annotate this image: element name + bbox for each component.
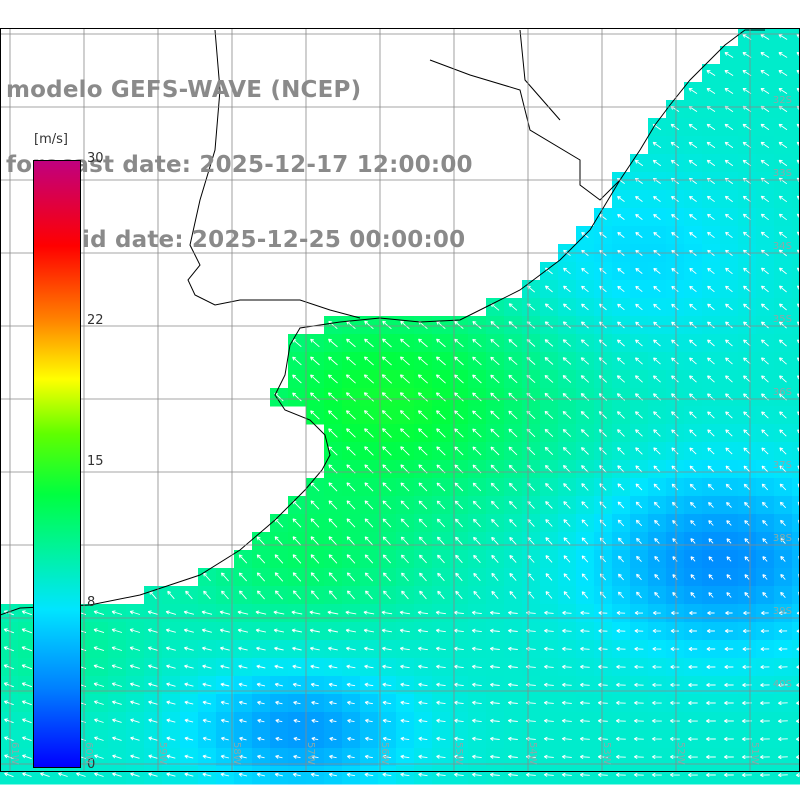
wind-cell: [792, 460, 800, 479]
wind-cell: [792, 442, 800, 461]
longitude-label: 55W: [440, 742, 464, 765]
longitude-label: 51W: [736, 742, 760, 765]
border-line: [520, 30, 560, 120]
colorbar-tick-label: 8: [87, 595, 95, 610]
latitude-label: 35S: [773, 314, 792, 325]
latitude-label: 40S: [773, 679, 792, 690]
colorbar: [33, 160, 81, 768]
longitude-label: 61W: [0, 742, 20, 765]
wind-cell: [792, 388, 800, 407]
wind-cell: [792, 424, 800, 443]
longitude-label: 57W: [292, 742, 316, 765]
wind-cell: [792, 316, 800, 335]
latitude-label: 38S: [773, 533, 792, 544]
latitude-label: 39S: [773, 606, 792, 617]
wind-cell: [792, 370, 800, 389]
latitude-label: 33S: [773, 168, 792, 179]
longitude-label: 53W: [588, 742, 612, 765]
longitude-label: 54W: [514, 742, 538, 765]
latitude-label: 36S: [773, 387, 792, 398]
longitude-label: 56W: [366, 742, 390, 765]
longitude-label: 60W: [70, 742, 94, 765]
colorbar-tick-label: 15: [87, 454, 104, 469]
longitude-label: 58W: [218, 742, 242, 765]
colorbar-tick-label: 22: [87, 313, 104, 328]
colorbar-tick-label: 30: [87, 151, 104, 166]
longitude-label: 59W: [144, 742, 168, 765]
title-model: modelo GEFS-WAVE (NCEP): [6, 78, 473, 103]
colorbar-unit: [m/s]: [34, 132, 68, 147]
longitude-label: 52W: [662, 742, 686, 765]
wind-cell: [792, 406, 800, 425]
wind-cell: [792, 352, 800, 371]
wind-cell: [792, 334, 800, 353]
wind-cell: [792, 298, 800, 317]
latitude-label: 32S: [773, 95, 792, 106]
latitude-label: 34S: [773, 241, 792, 252]
latitude-label: 37S: [773, 460, 792, 471]
wind-cell: [792, 550, 800, 569]
